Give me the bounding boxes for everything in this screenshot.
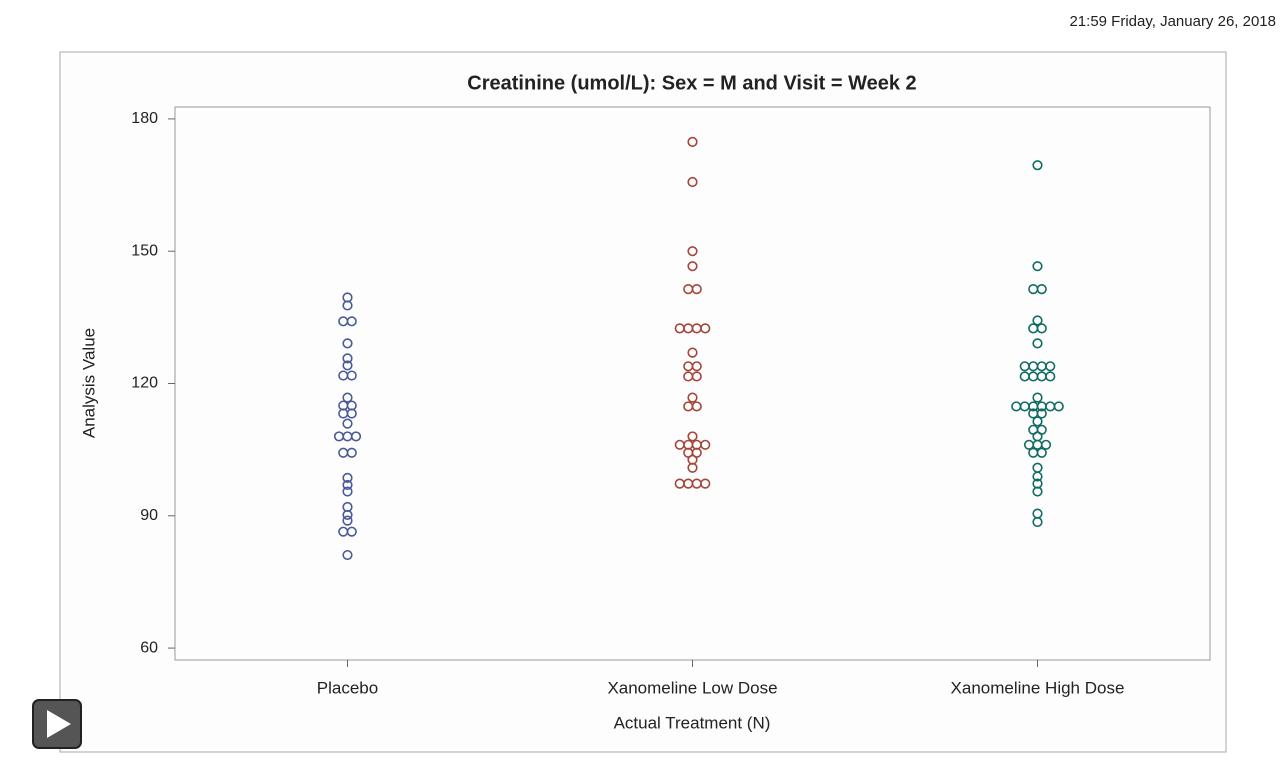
data-point bbox=[342, 549, 353, 561]
data-point bbox=[342, 479, 353, 491]
data-point bbox=[1045, 371, 1056, 382]
y-tick-label: 150 bbox=[131, 242, 158, 259]
data-point bbox=[342, 418, 353, 429]
data-point bbox=[691, 284, 702, 295]
data-point bbox=[1036, 284, 1047, 295]
data-point bbox=[342, 360, 353, 371]
data-point bbox=[687, 261, 698, 272]
data-point bbox=[1032, 392, 1043, 403]
data-point bbox=[350, 431, 362, 442]
data-point bbox=[687, 176, 698, 188]
data-point bbox=[687, 462, 698, 473]
x-axis-label: Actual Treatment (N) bbox=[614, 713, 771, 732]
data-point bbox=[1032, 261, 1043, 272]
data-point bbox=[342, 515, 353, 526]
data-point bbox=[1045, 361, 1056, 372]
data-point bbox=[1032, 416, 1043, 427]
x-tick-label: Xanomeline High Dose bbox=[951, 678, 1125, 697]
data-point bbox=[1032, 486, 1043, 497]
data-point bbox=[346, 447, 357, 458]
data-point bbox=[342, 392, 353, 403]
plot-area bbox=[174, 106, 1211, 661]
timestamp: 21:59 Friday, January 26, 2018 bbox=[1069, 13, 1276, 30]
data-point bbox=[1032, 315, 1043, 326]
y-tick-label: 120 bbox=[131, 375, 158, 392]
y-tick-label: 180 bbox=[131, 110, 158, 127]
data-point bbox=[346, 408, 357, 419]
data-point bbox=[342, 486, 353, 497]
data-point bbox=[687, 246, 698, 257]
play-icon[interactable] bbox=[47, 710, 71, 738]
data-point bbox=[687, 347, 698, 358]
data-point bbox=[1036, 408, 1047, 419]
data-point bbox=[700, 478, 711, 489]
data-point bbox=[342, 300, 353, 311]
data-point bbox=[1036, 323, 1047, 334]
data-point bbox=[1036, 447, 1047, 458]
y-tick-label: 60 bbox=[140, 639, 158, 656]
x-tick-label: Xanomeline Low Dose bbox=[607, 678, 777, 697]
data-point bbox=[687, 392, 698, 403]
data-point bbox=[691, 371, 702, 382]
data-point bbox=[342, 472, 353, 483]
data-point bbox=[346, 370, 357, 381]
play-button[interactable] bbox=[32, 699, 82, 749]
data-point bbox=[691, 401, 702, 412]
data-point bbox=[346, 526, 357, 537]
data-point bbox=[1053, 401, 1064, 412]
data-point bbox=[342, 509, 353, 521]
data-point bbox=[1032, 471, 1043, 482]
data-point bbox=[342, 353, 353, 364]
data-point bbox=[1040, 439, 1052, 450]
data-point bbox=[691, 361, 702, 372]
data-point bbox=[1032, 160, 1043, 171]
data-point bbox=[346, 316, 357, 327]
y-axis-label: Analysis Value bbox=[79, 328, 98, 438]
data-point bbox=[700, 439, 711, 450]
x-tick-label: Placebo bbox=[317, 678, 378, 697]
data-point bbox=[687, 431, 698, 442]
y-tick-label: 90 bbox=[140, 507, 158, 524]
data-point bbox=[1032, 338, 1043, 349]
data-point bbox=[700, 323, 711, 334]
data-point bbox=[687, 136, 698, 147]
chart-title: Creatinine (umol/L): Sex = M and Visit =… bbox=[467, 72, 916, 94]
data-point bbox=[1032, 516, 1043, 528]
data-point bbox=[342, 338, 353, 349]
